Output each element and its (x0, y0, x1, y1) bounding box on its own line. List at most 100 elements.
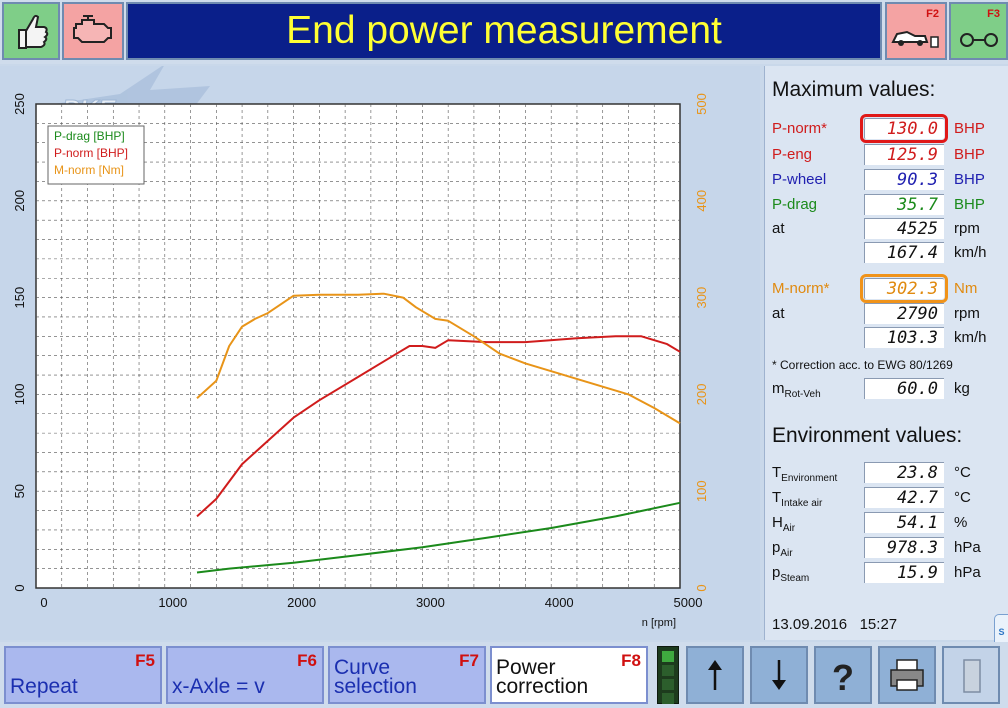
curve-selection-button[interactable]: F7 Curve selection (328, 646, 486, 704)
curve-selection-label: Curve selection (334, 656, 417, 698)
x-axis-tick-label: 0 (40, 595, 47, 610)
left-axis-tick-label: 100 (12, 384, 27, 406)
up-arrow-icon (708, 660, 722, 690)
p-at-speed-unit: km/h (954, 244, 987, 261)
power-correction-label: Power correction (496, 656, 589, 698)
right-axis-tick-label: 100 (694, 480, 709, 502)
p-drag-unit: BHP (954, 196, 985, 213)
exit-button[interactable] (942, 646, 1000, 704)
left-axis-tick-label: 250 (12, 93, 27, 115)
repeat-button[interactable]: F5 Repeat (4, 646, 162, 704)
door-icon (963, 659, 981, 693)
right-axis-ticks: 0 100 200 300 400 500 (694, 93, 709, 591)
repeat-label: Repeat (10, 675, 78, 698)
thumbs-up-icon (18, 14, 49, 49)
x-axis-tick-label: 2000 (287, 595, 316, 610)
engine-button[interactable] (62, 2, 124, 60)
time-text: 15:27 (859, 616, 898, 633)
steam-pressure-unit: hPa (954, 564, 981, 581)
f3-key-label: F3 (987, 8, 1000, 20)
down-arrow-button[interactable] (750, 646, 808, 704)
humidity-value: 54.1 (864, 512, 944, 533)
rollers-icon (960, 33, 998, 47)
env-row-label: pAir (772, 539, 793, 559)
p-drag-curve (196, 501, 681, 574)
air-pressure-unit: hPa (954, 539, 981, 556)
max-values-heading: Maximum values: (772, 78, 936, 101)
up-arrow-button[interactable] (686, 646, 744, 704)
m-rot-veh-value: 60.0 (864, 378, 944, 399)
status-led (662, 693, 674, 704)
p-norm-curve (196, 335, 681, 518)
intake-temp-unit: °C (954, 489, 971, 506)
p-eng-unit: BHP (954, 146, 985, 163)
x-axis-tick-label: 3000 (416, 595, 445, 610)
down-arrow-icon (772, 660, 786, 690)
p-drag-label: P-drag (772, 196, 818, 213)
p-norm-label: P-norm* (772, 120, 828, 137)
p-eng-label: P-eng (772, 146, 813, 163)
x-axle-label: x-Axle = v (172, 675, 265, 698)
left-axis-tick-label: 150 (12, 287, 27, 309)
m-at-label: at (772, 305, 785, 322)
f8-key-label: F8 (621, 651, 641, 670)
x-axle-button[interactable]: F6 x-Axle = v (166, 646, 324, 704)
car-dyno-icon (891, 30, 939, 48)
p-eng-value: 125.9 (864, 144, 944, 165)
chart-series (196, 292, 681, 574)
thumbs-up-button[interactable] (2, 2, 60, 60)
humidity-unit: % (954, 514, 968, 531)
status-led (662, 679, 674, 690)
legend-entry: P-drag [BHP] (54, 129, 125, 143)
m-norm-unit: Nm (954, 280, 978, 297)
x-axis-label: n [rpm] (642, 617, 676, 629)
rollers-f3-button[interactable]: F3 (949, 2, 1008, 60)
print-button[interactable] (878, 646, 936, 704)
engine-icon (73, 15, 112, 43)
f7-key-label: F7 (459, 651, 479, 670)
x-axis-ticks: 0 1000 2000 3000 4000 5000 (40, 595, 702, 610)
m-rot-veh-label: mRot-Veh (772, 380, 821, 400)
status-led (662, 665, 674, 676)
left-axis-tick-label: 50 (12, 484, 27, 498)
p-at-label: at (772, 220, 785, 237)
svg-text:?: ? (832, 657, 854, 698)
p-at-rpm-value: 4525 (864, 218, 944, 239)
power-correction-button[interactable]: F8 Power correction (490, 646, 648, 704)
question-mark-icon: ? (832, 657, 854, 698)
f6-key-label: F6 (297, 651, 317, 670)
p-wheel-label: P-wheel (772, 171, 827, 188)
left-axis-tick-label: 0 (12, 584, 27, 591)
p-at-rpm-unit: rpm (954, 220, 980, 237)
m-rot-veh-unit: kg (954, 380, 970, 397)
f5-key-label: F5 (135, 651, 155, 670)
left-axis-tick-label: 200 (12, 190, 27, 212)
p-norm-unit: BHP (954, 120, 985, 137)
bottom-toolbar: F5 Repeat F6 x-Axle = v F7 Curve selecti… (0, 642, 1008, 708)
printer-icon (890, 659, 924, 691)
m-norm-curve (196, 292, 681, 425)
env-temp-unit: °C (954, 464, 971, 481)
x-axis-tick-label: 4000 (545, 595, 574, 610)
p-wheel-value: 90.3 (864, 169, 944, 190)
p-at-speed-value: 167.4 (864, 242, 944, 263)
legend-box (47, 125, 145, 185)
env-row-label: TEnvironment (772, 464, 838, 484)
x-axis-tick-label: 1000 (158, 595, 187, 610)
m-at-speed-value: 103.3 (864, 327, 944, 348)
top-bar: End power measurement F2 F3 (0, 0, 1008, 64)
m-norm-value: 302.3 (860, 274, 948, 303)
environment-heading: Environment values: (772, 424, 963, 447)
help-button[interactable]: ? (814, 646, 872, 704)
right-axis-tick-label: 0 (694, 584, 709, 591)
m-at-rpm-value: 2790 (864, 303, 944, 324)
correction-note: * Correction acc. to EWG 80/1269 (772, 358, 953, 372)
p-drag-value: 35.7 (864, 194, 944, 215)
vehicle-f2-button[interactable]: F2 (885, 2, 947, 60)
right-axis-tick-label: 400 (694, 190, 709, 212)
results-panel: Maximum values: P-norm* 130.0 BHP P-eng … (764, 66, 1008, 650)
status-indicator (657, 646, 679, 704)
right-axis-tick-label: 300 (694, 287, 709, 309)
f2-key-label: F2 (926, 8, 939, 20)
